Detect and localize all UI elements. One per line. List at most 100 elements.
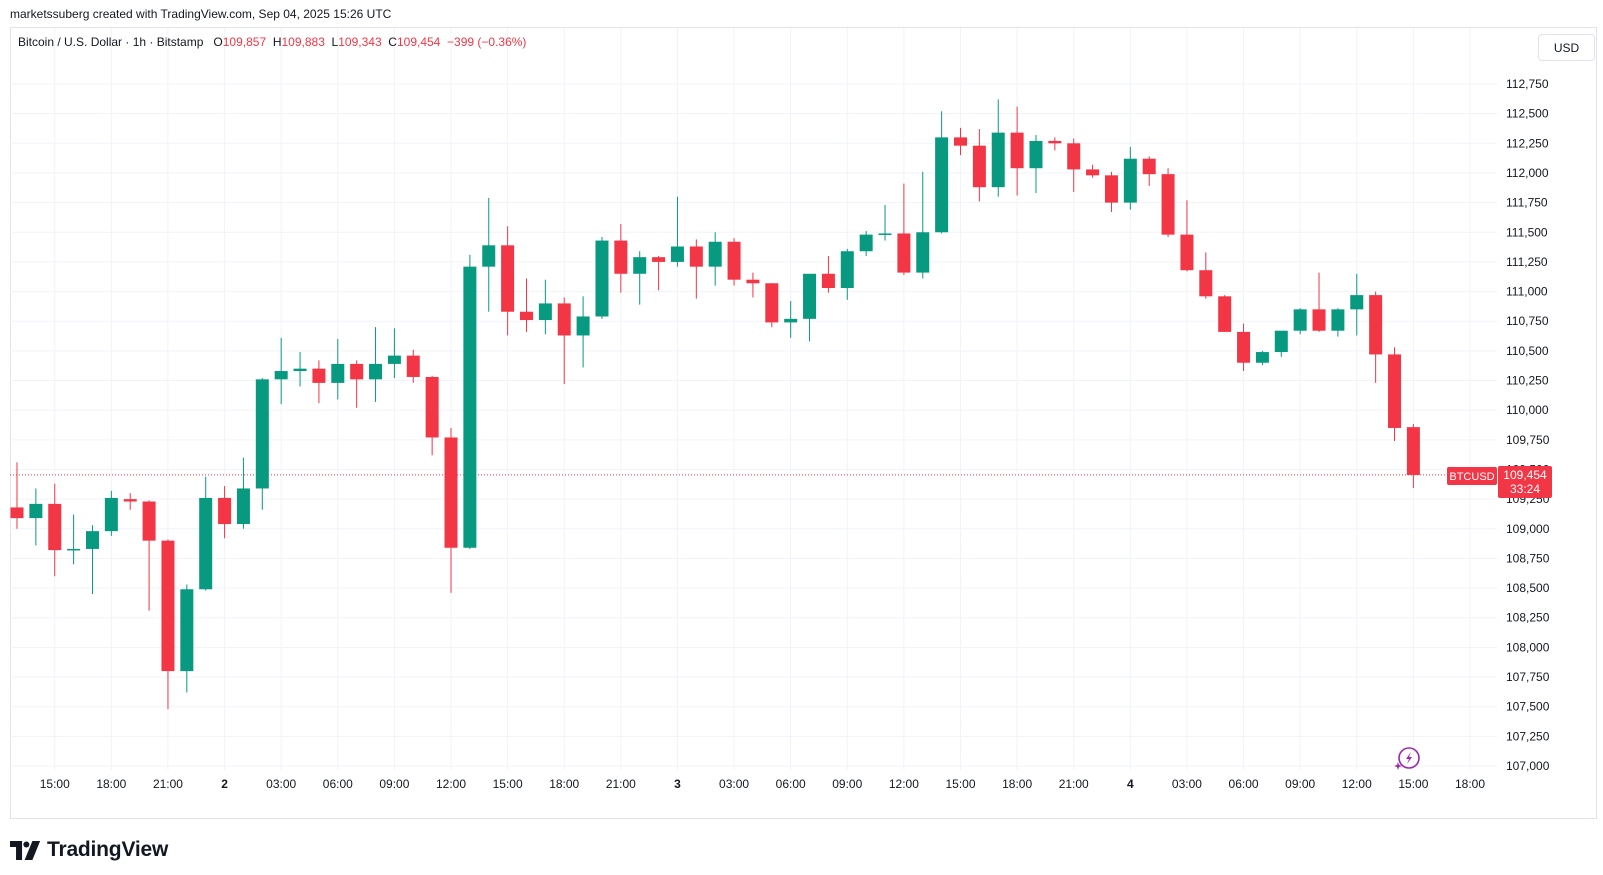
- candle[interactable]: [218, 486, 232, 539]
- candle[interactable]: [255, 378, 269, 510]
- currency-button[interactable]: USD: [1538, 34, 1595, 61]
- x-tick-label: 4: [1127, 777, 1134, 791]
- candle[interactable]: [991, 99, 1005, 197]
- candle[interactable]: [878, 204, 892, 241]
- candle[interactable]: [821, 255, 835, 293]
- candle[interactable]: [746, 272, 760, 298]
- candle[interactable]: [954, 127, 967, 156]
- candle[interactable]: [1350, 273, 1364, 336]
- candle[interactable]: [444, 427, 458, 593]
- candle[interactable]: [689, 239, 703, 299]
- grid-lines: [10, 28, 1497, 770]
- candle[interactable]: [293, 352, 307, 387]
- candle[interactable]: [519, 278, 533, 332]
- candle[interactable]: [1293, 308, 1307, 335]
- candle[interactable]: [765, 283, 779, 328]
- candlestick-series[interactable]: [10, 99, 1420, 710]
- candle[interactable]: [312, 360, 326, 404]
- candle[interactable]: [595, 237, 609, 319]
- candle[interactable]: [369, 327, 383, 402]
- candle[interactable]: [123, 493, 137, 510]
- symbol-legend[interactable]: Bitcoin / U.S. Dollar · 1h · Bitstamp O1…: [18, 35, 526, 49]
- candle[interactable]: [784, 301, 798, 338]
- candle[interactable]: [557, 297, 571, 385]
- candle[interactable]: [236, 457, 250, 529]
- candle[interactable]: [1312, 272, 1326, 332]
- candle[interactable]: [803, 273, 817, 342]
- candle-body: [595, 240, 609, 317]
- candle[interactable]: [1086, 164, 1100, 178]
- candle[interactable]: [727, 238, 741, 286]
- chart-frame[interactable]: [10, 27, 1597, 819]
- candle[interactable]: [161, 539, 175, 710]
- candle[interactable]: [1104, 171, 1118, 213]
- candle-body: [67, 548, 81, 551]
- candle-body: [463, 266, 477, 548]
- candle[interactable]: [1406, 424, 1420, 489]
- candle[interactable]: [67, 514, 81, 565]
- candle[interactable]: [859, 231, 873, 256]
- candle-body: [369, 363, 383, 380]
- candle[interactable]: [180, 584, 194, 693]
- candle[interactable]: [935, 111, 949, 234]
- candle[interactable]: [1123, 146, 1137, 210]
- time-axis[interactable]: 15:00 18:00 21:00 2 03:00 06:00 09:00 12:00 15:0…: [40, 777, 1486, 791]
- candle[interactable]: [1180, 200, 1194, 272]
- candle[interactable]: [1010, 106, 1024, 196]
- candle[interactable]: [897, 183, 911, 275]
- lightning-icon[interactable]: [1394, 747, 1420, 770]
- candle[interactable]: [350, 360, 364, 408]
- candle[interactable]: [331, 339, 345, 400]
- candle[interactable]: [199, 476, 213, 591]
- candle[interactable]: [1369, 291, 1383, 383]
- candle[interactable]: [142, 500, 156, 611]
- candle[interactable]: [48, 483, 62, 577]
- candle[interactable]: [652, 255, 666, 291]
- candle-body: [859, 234, 873, 252]
- candle[interactable]: [840, 248, 854, 300]
- candle-body: [765, 283, 779, 323]
- candle[interactable]: [633, 251, 647, 305]
- candle[interactable]: [972, 129, 986, 202]
- candle[interactable]: [463, 254, 477, 549]
- candle-body: [293, 368, 307, 372]
- candle[interactable]: [1199, 252, 1213, 299]
- candle[interactable]: [576, 296, 590, 368]
- candle[interactable]: [614, 223, 628, 293]
- candle[interactable]: [1331, 308, 1345, 337]
- candle[interactable]: [1388, 347, 1402, 442]
- candle-body: [331, 363, 345, 383]
- candle[interactable]: [29, 488, 43, 546]
- candle[interactable]: [482, 197, 496, 312]
- candle[interactable]: [10, 462, 24, 529]
- candle[interactable]: [85, 525, 99, 595]
- candle[interactable]: [406, 349, 420, 383]
- candle[interactable]: [1161, 168, 1175, 238]
- candle[interactable]: [1274, 330, 1288, 357]
- candle[interactable]: [1255, 350, 1269, 366]
- candle[interactable]: [425, 375, 439, 456]
- candle[interactable]: [1067, 138, 1081, 192]
- candle[interactable]: [274, 337, 288, 405]
- symbol-name: Bitcoin / U.S. Dollar · 1h · Bitstamp: [18, 35, 204, 49]
- tradingview-logo[interactable]: TradingView: [10, 838, 168, 862]
- y-tick-label: 108,750: [1506, 551, 1550, 565]
- candle-body: [670, 246, 684, 262]
- candle[interactable]: [670, 196, 684, 267]
- candle[interactable]: [387, 328, 401, 379]
- candle-body: [10, 507, 24, 519]
- candle-body: [444, 437, 458, 548]
- candle[interactable]: [916, 171, 930, 279]
- price-axis[interactable]: 107,000 107,250 107,500 107,750 108,000 108,2…: [1506, 77, 1550, 773]
- candle[interactable]: [538, 279, 552, 335]
- candle[interactable]: [1218, 295, 1232, 332]
- candle[interactable]: [1142, 156, 1156, 187]
- candle[interactable]: [1048, 137, 1062, 151]
- candle[interactable]: [501, 226, 515, 336]
- candle[interactable]: [708, 232, 722, 286]
- candle[interactable]: [1029, 135, 1043, 194]
- candle[interactable]: [1237, 323, 1251, 372]
- candle-body: [991, 132, 1005, 188]
- candle[interactable]: [104, 490, 118, 536]
